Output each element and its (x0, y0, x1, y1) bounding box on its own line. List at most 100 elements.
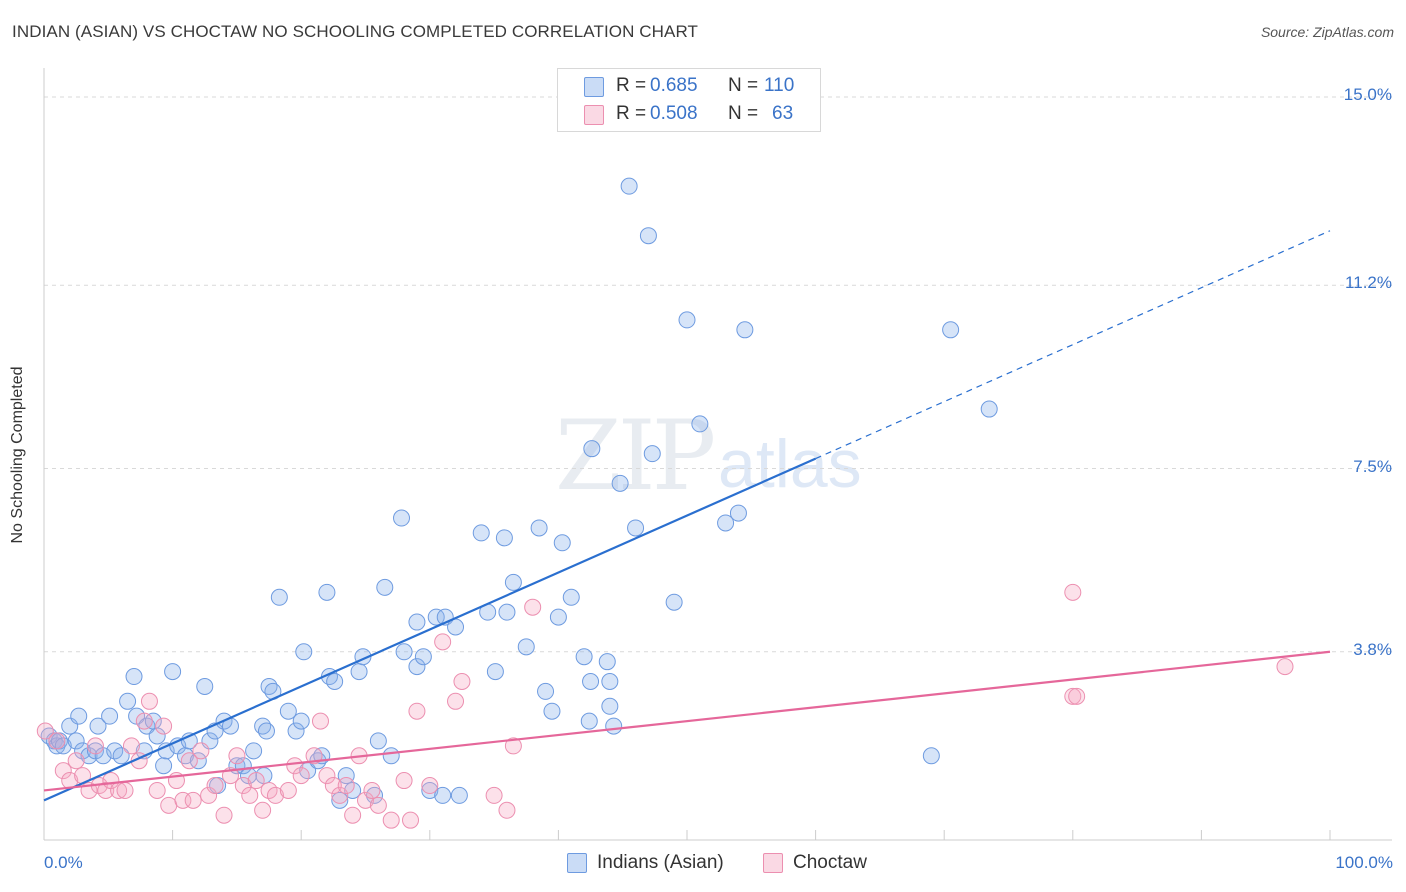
point-choctaw (447, 692, 465, 710)
point-choctaw (200, 786, 218, 804)
point-indians (155, 757, 173, 775)
point-indians (583, 440, 601, 458)
point-choctaw (337, 777, 355, 795)
point-choctaw (324, 777, 342, 795)
legend-r-value-blue: 0.685 (650, 75, 698, 96)
point-indians (537, 682, 555, 700)
point-indians (245, 742, 263, 760)
watermark-zip: ZIP (555, 400, 716, 512)
point-choctaw (434, 633, 452, 651)
point-choctaw (331, 786, 349, 804)
point-indians (270, 588, 288, 606)
point-indians (495, 529, 513, 547)
point-choctaw (1064, 583, 1082, 601)
point-indians (549, 608, 567, 626)
point-indians (504, 573, 522, 591)
point-indians (980, 400, 998, 418)
point-indians (543, 702, 561, 720)
point-indians (48, 737, 66, 755)
point-choctaw (421, 777, 439, 795)
point-indians (450, 786, 468, 804)
point-choctaw (97, 781, 115, 799)
point-indians (582, 672, 600, 690)
point-indians (562, 588, 580, 606)
legend-r-value-pink: 0.508 (650, 103, 698, 124)
point-indians (717, 514, 735, 532)
point-indians (601, 697, 619, 715)
point-choctaw (140, 692, 158, 710)
point-choctaw (36, 722, 54, 740)
y-tick-label: 3.8% (1353, 639, 1392, 659)
point-indians (627, 519, 645, 537)
point-choctaw (1276, 658, 1294, 676)
point-indians (119, 692, 137, 710)
bottom-legend-label-choctaw: Choctaw (793, 852, 867, 873)
legend-r-label-pink: R = (616, 103, 647, 124)
point-indians (639, 227, 657, 245)
point-indians (395, 643, 413, 661)
point-indians (605, 717, 623, 735)
point-indians (691, 415, 709, 433)
point-indians (611, 474, 629, 492)
bottom-legend-swatch-blue (567, 853, 587, 873)
point-indians (414, 648, 432, 666)
point-indians (257, 722, 275, 740)
legend-n-label-blue: N = (728, 75, 759, 96)
bottom-legend-swatch-pink (763, 853, 783, 873)
y-axis-label: No Schooling Completed (9, 366, 26, 544)
point-choctaw (241, 786, 259, 804)
point-indians (279, 702, 297, 720)
point-indians (575, 648, 593, 666)
correlation-legend: R = 0.685 N = 110 R = 0.508 N = 63 (557, 68, 821, 132)
point-indians (729, 504, 747, 522)
point-choctaw (192, 742, 210, 760)
point-indians (580, 712, 598, 730)
y-tick-label: 15.0% (1343, 85, 1392, 104)
point-choctaw (344, 806, 362, 824)
point-choctaw (54, 762, 72, 780)
point-choctaw (86, 737, 104, 755)
point-indians (164, 663, 182, 681)
chart-title: INDIAN (ASIAN) VS CHOCTAW NO SCHOOLING C… (12, 22, 699, 41)
point-indians (942, 321, 960, 339)
point-choctaw (1068, 687, 1086, 705)
bottom-legend-indians: Indians (Asian) (567, 852, 724, 874)
point-indians (287, 722, 305, 740)
point-indians (196, 677, 214, 695)
legend-swatch-blue (584, 77, 604, 97)
point-indians (376, 578, 394, 596)
point-choctaw (504, 737, 522, 755)
point-choctaw (254, 801, 272, 819)
point-choctaw (382, 811, 400, 829)
point-choctaw (174, 791, 192, 809)
trendline-indians-extension (815, 230, 1331, 460)
point-choctaw (395, 772, 413, 790)
point-indians (393, 509, 411, 527)
point-indians (434, 786, 452, 804)
point-choctaw (122, 737, 140, 755)
point-indians (530, 519, 548, 537)
point-choctaw (135, 712, 153, 730)
point-choctaw (116, 781, 134, 799)
point-choctaw (318, 767, 336, 785)
point-indians (922, 747, 940, 765)
point-indians (101, 707, 119, 725)
point-choctaw (215, 806, 233, 824)
point-choctaw (498, 801, 516, 819)
point-choctaw (184, 791, 202, 809)
point-indians (189, 752, 207, 770)
x-tick-label: 0.0% (44, 853, 83, 872)
point-indians (598, 653, 616, 671)
point-indians (486, 663, 504, 681)
y-tick-label: 11.2% (1345, 273, 1392, 293)
trendline-choctaw (43, 650, 1331, 792)
point-choctaw (279, 781, 297, 799)
point-indians (326, 672, 344, 690)
bottom-legend-label-indians: Indians (Asian) (597, 852, 724, 873)
point-choctaw (228, 747, 246, 765)
point-choctaw (369, 796, 387, 814)
point-indians (601, 672, 619, 690)
point-choctaw (247, 772, 265, 790)
bottom-legend-choctaw: Choctaw (763, 852, 867, 874)
point-indians (148, 727, 166, 745)
